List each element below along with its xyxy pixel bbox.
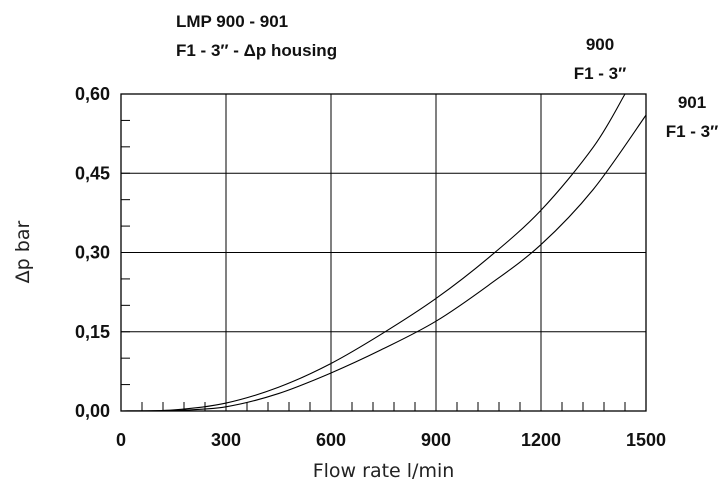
series-line-901 [120, 114, 647, 412]
x-tick-label: 1500 [626, 430, 666, 450]
x-tick-label: 0 [116, 430, 126, 450]
chart-title: LMP 900 - 901 [176, 12, 288, 31]
series-900-name: 900 [586, 35, 614, 54]
x-tick-label: 900 [421, 430, 451, 450]
y-tick-label: 0,60 [75, 84, 110, 104]
y-tick-label: 0,15 [75, 322, 110, 342]
series-line-900 [120, 93, 626, 412]
series-901-name: 901 [678, 93, 706, 112]
x-tick-label: 600 [316, 430, 346, 450]
x-tick-label: 300 [211, 430, 241, 450]
plot-frame [120, 93, 647, 412]
x-tick-labels: 0 300 600 900 1200 1500 [116, 430, 666, 450]
grid [121, 94, 646, 411]
x-tick-label: 1200 [521, 430, 561, 450]
chart-subtitle: F1 - 3″ - Δp housing [176, 41, 337, 60]
y-tick-label: 0,00 [75, 401, 110, 421]
series-900-size: F1 - 3″ [574, 64, 627, 83]
series-label-901: 901 F1 - 3″ [666, 93, 719, 141]
y-tick-labels: 0,00 0,15 0,30 0,45 0,60 [75, 84, 110, 421]
series-curves [120, 93, 647, 412]
y-axis-label: Δp bar [12, 221, 34, 284]
y-tick-label: 0,45 [75, 163, 110, 183]
x-axis-label: Flow rate l/min [313, 460, 455, 482]
series-label-900: 900 F1 - 3″ [574, 35, 627, 83]
y-tick-label: 0,30 [75, 243, 110, 263]
series-901-size: F1 - 3″ [666, 122, 719, 141]
